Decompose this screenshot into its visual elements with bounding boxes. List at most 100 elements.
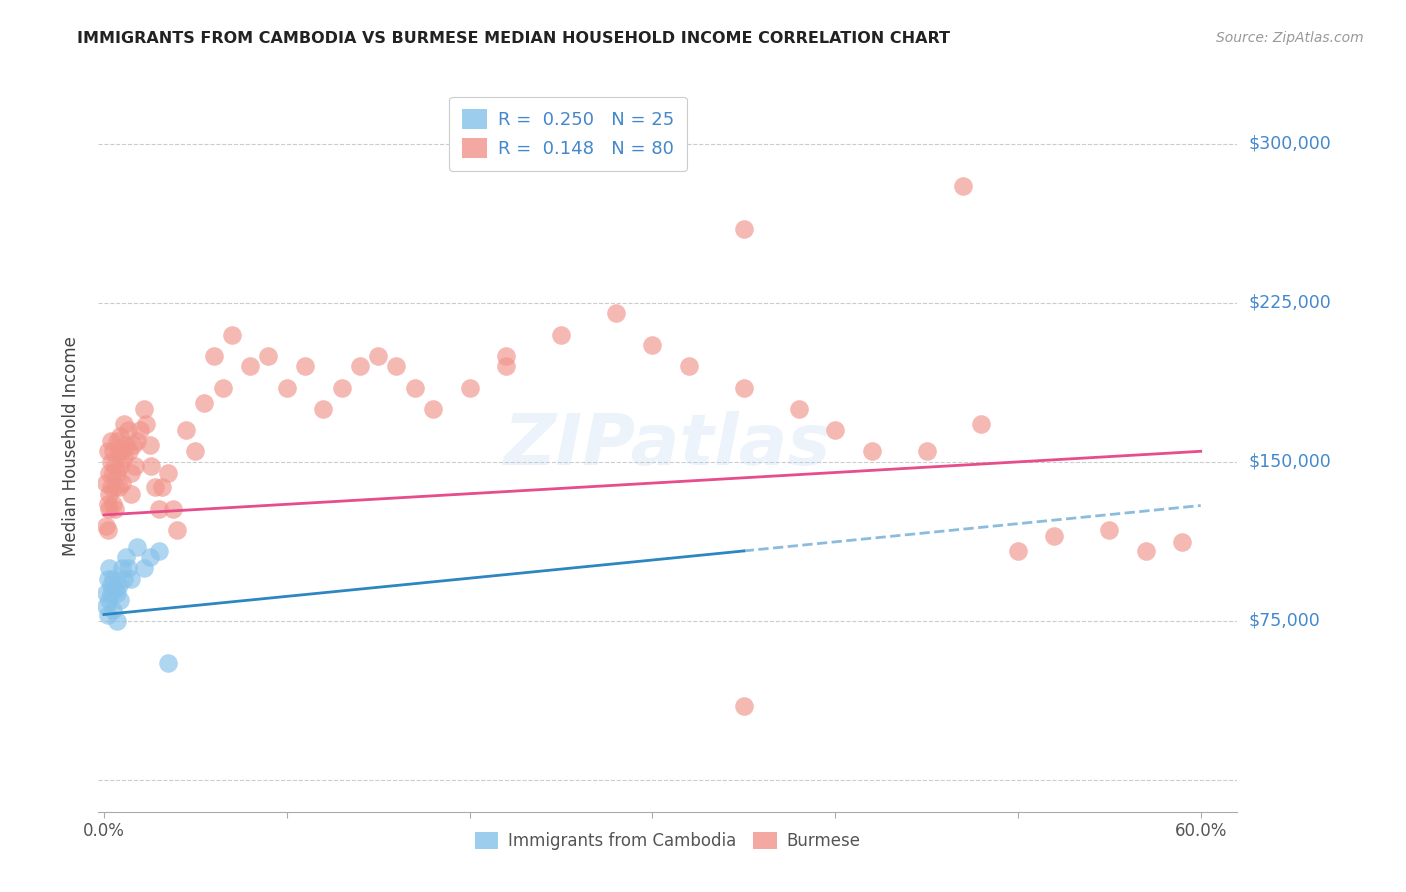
Point (404, 381, 426, 395)
Point (125, 540, 148, 554)
Point (276, 381, 298, 395)
Point (107, 444, 129, 458)
Point (111, 561, 134, 575)
Point (124, 459, 146, 474)
Point (787, 401, 810, 416)
Point (112, 450, 135, 465)
Point (117, 423, 139, 437)
Text: IMMIGRANTS FROM CAMBODIA VS BURMESE MEDIAN HOUSEHOLD INCOME CORRELATION CHART: IMMIGRANTS FROM CAMBODIA VS BURMESE MEDI… (77, 31, 950, 46)
Point (94, 518, 117, 533)
Point (120, 486, 142, 500)
Point (125, 434, 148, 448)
Point (257, 349, 280, 363)
Point (495, 349, 517, 363)
Point (105, 434, 128, 448)
Point (138, 438, 160, 452)
Legend: Immigrants from Cambodia, Burmese: Immigrants from Cambodia, Burmese (467, 823, 869, 858)
Point (101, 572, 124, 586)
Point (641, 338, 664, 352)
Point (174, 423, 197, 437)
Point (104, 582, 127, 596)
Point (118, 444, 141, 458)
Point (605, 306, 627, 320)
Point (100, 455, 122, 469)
Point (111, 476, 134, 491)
Point (162, 501, 184, 516)
Point (101, 497, 124, 511)
Point (239, 359, 262, 374)
Point (100, 434, 122, 448)
Point (100, 586, 122, 600)
Point (221, 327, 243, 342)
Point (349, 359, 371, 374)
Point (202, 349, 225, 363)
Point (143, 480, 166, 494)
Point (422, 401, 444, 416)
Point (385, 359, 408, 374)
Point (1043, 529, 1066, 543)
Point (678, 359, 700, 374)
Point (970, 417, 993, 431)
Point (120, 572, 142, 586)
Point (166, 523, 188, 537)
Point (110, 592, 132, 607)
Point (495, 359, 517, 374)
Point (94, 599, 117, 613)
Point (129, 423, 152, 437)
Point (98, 466, 121, 480)
Point (134, 561, 156, 575)
Point (156, 466, 179, 480)
Point (97, 444, 120, 458)
Point (101, 466, 124, 480)
Point (104, 480, 127, 494)
Point (98, 486, 121, 500)
Point (101, 444, 124, 458)
Point (105, 586, 128, 600)
Point (1171, 535, 1194, 549)
Point (860, 444, 883, 458)
Point (98, 501, 121, 516)
Point (101, 603, 124, 617)
Point (94, 586, 117, 600)
Point (122, 438, 145, 452)
Point (112, 572, 135, 586)
Point (211, 381, 233, 395)
Point (97, 607, 120, 622)
Point (105, 614, 128, 628)
Point (112, 417, 135, 431)
Point (97, 572, 120, 586)
Point (1135, 544, 1157, 558)
Point (115, 438, 138, 452)
Point (1098, 523, 1121, 537)
Point (193, 395, 215, 409)
Point (148, 544, 170, 558)
Point (100, 480, 122, 494)
Point (110, 429, 132, 443)
Point (107, 578, 129, 592)
Point (152, 480, 174, 494)
Point (733, 381, 755, 395)
Point (824, 423, 846, 437)
Point (98, 592, 121, 607)
Point (733, 698, 755, 713)
Point (105, 466, 128, 480)
Point (115, 550, 138, 565)
Point (952, 179, 974, 194)
Point (111, 444, 134, 458)
Point (294, 359, 316, 374)
Point (1007, 544, 1029, 558)
Point (915, 444, 938, 458)
Point (148, 501, 170, 516)
Point (367, 349, 389, 363)
Point (458, 381, 481, 395)
Point (733, 221, 755, 235)
Point (97, 523, 120, 537)
Point (117, 561, 139, 575)
Text: $300,000: $300,000 (1249, 135, 1331, 153)
Point (110, 459, 132, 474)
Text: Source: ZipAtlas.com: Source: ZipAtlas.com (1216, 31, 1364, 45)
Point (138, 550, 160, 565)
Point (156, 657, 179, 671)
Point (100, 578, 122, 592)
Y-axis label: Median Household Income: Median Household Income (62, 336, 80, 556)
